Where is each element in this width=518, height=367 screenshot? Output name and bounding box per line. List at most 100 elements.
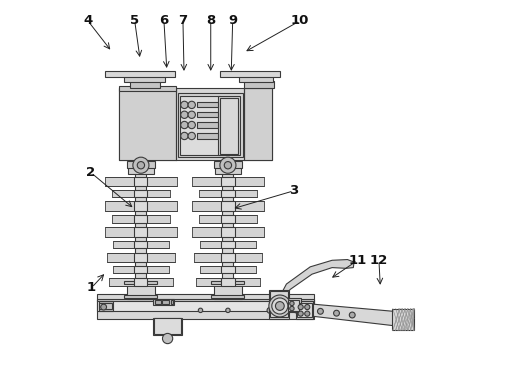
Text: 2: 2: [87, 166, 95, 179]
Text: 6: 6: [160, 14, 168, 27]
Bar: [153, 299, 174, 305]
Bar: [163, 300, 169, 304]
Bar: [196, 278, 260, 286]
Polygon shape: [294, 304, 407, 327]
Text: 3: 3: [289, 184, 298, 197]
Bar: [126, 281, 155, 299]
Circle shape: [188, 132, 195, 139]
Bar: [134, 201, 148, 211]
Bar: [124, 281, 157, 284]
Bar: [220, 98, 238, 153]
Bar: [197, 133, 218, 138]
Bar: [269, 290, 290, 319]
Polygon shape: [280, 259, 354, 297]
Bar: [213, 281, 242, 299]
Bar: [270, 291, 288, 317]
Bar: [119, 88, 176, 160]
Bar: [124, 295, 157, 298]
Text: 10: 10: [291, 14, 309, 27]
Bar: [134, 190, 148, 197]
Bar: [211, 295, 244, 298]
Bar: [221, 190, 235, 197]
Bar: [192, 201, 264, 211]
Circle shape: [133, 157, 149, 173]
Circle shape: [290, 306, 294, 311]
Text: 1: 1: [87, 281, 96, 294]
Bar: [215, 165, 241, 174]
Circle shape: [181, 101, 188, 109]
Circle shape: [188, 121, 195, 129]
Bar: [197, 112, 218, 117]
Bar: [194, 253, 262, 262]
Bar: [200, 266, 256, 273]
Bar: [107, 253, 175, 262]
Bar: [238, 75, 274, 82]
Bar: [134, 227, 148, 236]
Bar: [154, 318, 181, 334]
Circle shape: [290, 301, 294, 306]
Circle shape: [181, 132, 188, 139]
Bar: [392, 309, 414, 330]
Bar: [296, 301, 313, 319]
Bar: [180, 97, 220, 155]
Circle shape: [267, 308, 273, 313]
Bar: [134, 215, 148, 223]
Text: 7: 7: [178, 14, 188, 27]
Bar: [113, 266, 169, 273]
Bar: [99, 303, 112, 309]
Bar: [213, 161, 242, 168]
Bar: [244, 88, 272, 160]
Bar: [171, 300, 174, 304]
Circle shape: [188, 111, 195, 119]
Bar: [113, 241, 169, 248]
Circle shape: [224, 161, 232, 169]
Bar: [97, 294, 314, 319]
Circle shape: [181, 111, 188, 119]
Bar: [97, 299, 314, 301]
Bar: [128, 165, 154, 174]
Bar: [221, 177, 235, 186]
Bar: [199, 190, 257, 197]
Bar: [155, 300, 162, 304]
Bar: [221, 241, 235, 248]
Bar: [287, 300, 299, 311]
Text: 4: 4: [83, 14, 93, 27]
Text: 11: 11: [349, 254, 367, 267]
Bar: [97, 301, 314, 312]
Bar: [220, 71, 280, 77]
Circle shape: [298, 305, 303, 310]
Circle shape: [137, 161, 145, 169]
Bar: [105, 227, 177, 236]
Bar: [221, 201, 235, 211]
Circle shape: [226, 308, 230, 313]
Bar: [222, 170, 234, 283]
Bar: [109, 278, 173, 286]
Bar: [99, 301, 113, 311]
Bar: [218, 97, 240, 155]
Circle shape: [100, 304, 107, 310]
Bar: [105, 201, 177, 211]
Bar: [221, 253, 235, 262]
Bar: [244, 81, 274, 88]
Bar: [106, 71, 175, 77]
Bar: [200, 241, 256, 248]
Bar: [153, 318, 182, 335]
Bar: [134, 241, 148, 248]
Circle shape: [269, 295, 291, 317]
Circle shape: [305, 311, 310, 316]
Bar: [197, 122, 218, 128]
Bar: [221, 266, 235, 273]
Circle shape: [305, 305, 310, 310]
Text: 9: 9: [228, 14, 237, 27]
Bar: [119, 88, 272, 160]
Bar: [192, 227, 264, 236]
Bar: [197, 102, 218, 108]
Bar: [124, 75, 165, 82]
Bar: [297, 303, 312, 317]
Bar: [192, 177, 264, 186]
Bar: [134, 266, 148, 273]
Bar: [112, 215, 170, 223]
Bar: [221, 278, 235, 286]
Bar: [112, 190, 170, 197]
Bar: [134, 177, 148, 186]
